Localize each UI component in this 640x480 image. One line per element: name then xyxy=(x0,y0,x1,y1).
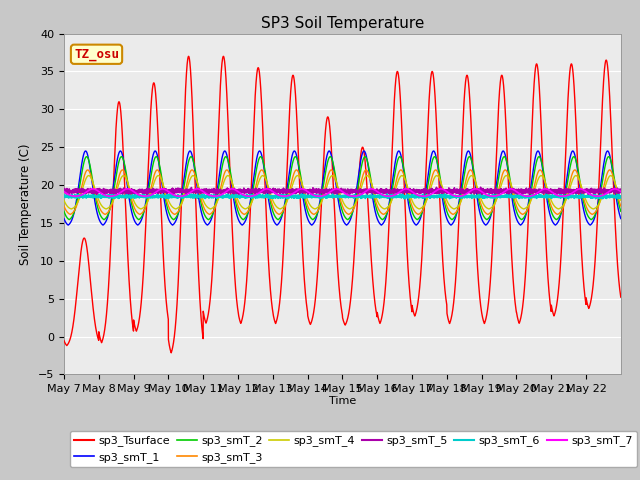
sp3_smT_7 xyxy=(523,193,531,199)
Line: sp3_smT_4: sp3_smT_4 xyxy=(64,176,621,209)
sp3_smT_4 xyxy=(393,181,401,187)
Line: sp3_smT_3: sp3_smT_3 xyxy=(64,170,621,215)
sp3_smT_7 xyxy=(364,187,371,193)
Line: sp3_smT_7: sp3_smT_7 xyxy=(64,189,621,196)
sp3_smT_5 xyxy=(514,192,522,198)
sp3_Tsurface xyxy=(393,69,401,74)
sp3_smT_5 xyxy=(495,188,503,194)
sp3_smT_5 xyxy=(617,187,625,192)
sp3_smT_6 xyxy=(401,196,409,202)
sp3_Tsurface xyxy=(168,350,175,356)
sp3_smT_1 xyxy=(393,151,401,156)
sp3_smT_7 xyxy=(176,193,184,199)
sp3_smT_2 xyxy=(495,171,503,177)
sp3_Tsurface xyxy=(60,338,68,344)
sp3_smT_2 xyxy=(537,157,545,163)
sp3_smT_2 xyxy=(364,158,371,164)
sp3_smT_5 xyxy=(175,188,183,194)
X-axis label: Time: Time xyxy=(329,396,356,406)
sp3_smT_6 xyxy=(523,193,531,199)
sp3_smT_5 xyxy=(363,191,371,197)
sp3_smT_3 xyxy=(175,206,183,212)
sp3_smT_7 xyxy=(72,193,79,199)
Title: SP3 Soil Temperature: SP3 Soil Temperature xyxy=(260,16,424,31)
sp3_smT_3 xyxy=(363,168,371,173)
sp3_smT_3 xyxy=(519,212,527,217)
sp3_smT_2 xyxy=(170,217,177,223)
sp3_smT_5 xyxy=(537,189,545,194)
sp3_smT_3 xyxy=(537,168,545,173)
sp3_smT_1 xyxy=(175,205,183,211)
sp3_smT_2 xyxy=(187,154,195,159)
sp3_smT_4 xyxy=(328,173,336,179)
sp3_smT_1 xyxy=(523,209,531,215)
sp3_smT_4 xyxy=(495,189,503,194)
Line: sp3_smT_6: sp3_smT_6 xyxy=(64,194,621,199)
sp3_smT_4 xyxy=(537,173,545,179)
sp3_smT_1 xyxy=(537,156,545,162)
sp3_Tsurface xyxy=(364,188,371,194)
sp3_smT_6 xyxy=(175,194,183,200)
sp3_smT_6 xyxy=(383,191,391,197)
sp3_smT_1 xyxy=(60,216,68,221)
sp3_smT_4 xyxy=(60,197,68,203)
sp3_smT_6 xyxy=(495,192,503,198)
sp3_smT_1 xyxy=(378,222,385,228)
sp3_smT_2 xyxy=(523,209,531,215)
sp3_smT_1 xyxy=(495,161,503,167)
sp3_smT_7 xyxy=(495,192,503,198)
sp3_smT_3 xyxy=(617,203,625,209)
sp3_Tsurface xyxy=(617,294,625,300)
Legend: sp3_Tsurface, sp3_smT_1, sp3_smT_2, sp3_smT_3, sp3_smT_4, sp3_smT_5, sp3_smT_6, : sp3_Tsurface, sp3_smT_1, sp3_smT_2, sp3_… xyxy=(70,431,637,468)
sp3_smT_5 xyxy=(393,188,401,194)
sp3_Tsurface xyxy=(537,120,545,126)
sp3_smT_7 xyxy=(60,189,68,194)
sp3_smT_2 xyxy=(617,208,625,214)
sp3_smT_3 xyxy=(393,176,401,181)
sp3_smT_3 xyxy=(523,208,531,214)
Text: TZ_osu: TZ_osu xyxy=(74,48,119,61)
sp3_smT_2 xyxy=(176,206,184,212)
sp3_smT_5 xyxy=(60,186,68,192)
sp3_smT_6 xyxy=(393,194,401,200)
sp3_smT_4 xyxy=(175,204,183,209)
sp3_smT_1 xyxy=(617,216,625,221)
sp3_smT_5 xyxy=(523,187,531,193)
sp3_smT_2 xyxy=(60,208,68,214)
sp3_smT_3 xyxy=(60,203,68,209)
sp3_Tsurface xyxy=(523,251,531,256)
sp3_smT_3 xyxy=(536,167,544,173)
sp3_smT_1 xyxy=(360,148,368,154)
sp3_Tsurface xyxy=(495,91,503,97)
sp3_Tsurface xyxy=(185,53,193,59)
sp3_smT_4 xyxy=(311,206,319,212)
sp3_smT_7 xyxy=(89,186,97,192)
Line: sp3_smT_5: sp3_smT_5 xyxy=(64,187,621,195)
sp3_smT_6 xyxy=(363,194,371,200)
sp3_smT_6 xyxy=(537,194,545,200)
sp3_smT_7 xyxy=(617,189,625,194)
sp3_smT_2 xyxy=(393,160,401,166)
sp3_Tsurface xyxy=(176,250,184,255)
sp3_smT_7 xyxy=(537,188,545,193)
Line: sp3_smT_2: sp3_smT_2 xyxy=(64,156,621,220)
Line: sp3_smT_1: sp3_smT_1 xyxy=(64,151,621,225)
Y-axis label: Soil Temperature (C): Soil Temperature (C) xyxy=(19,143,33,265)
sp3_smT_3 xyxy=(495,184,503,190)
sp3_smT_4 xyxy=(523,204,531,210)
sp3_smT_1 xyxy=(364,157,371,163)
sp3_smT_6 xyxy=(617,194,625,200)
sp3_smT_4 xyxy=(617,197,625,203)
sp3_smT_4 xyxy=(364,173,371,179)
sp3_smT_6 xyxy=(60,192,68,198)
sp3_smT_7 xyxy=(393,191,401,197)
sp3_smT_5 xyxy=(437,184,445,190)
Line: sp3_Tsurface: sp3_Tsurface xyxy=(64,56,621,353)
